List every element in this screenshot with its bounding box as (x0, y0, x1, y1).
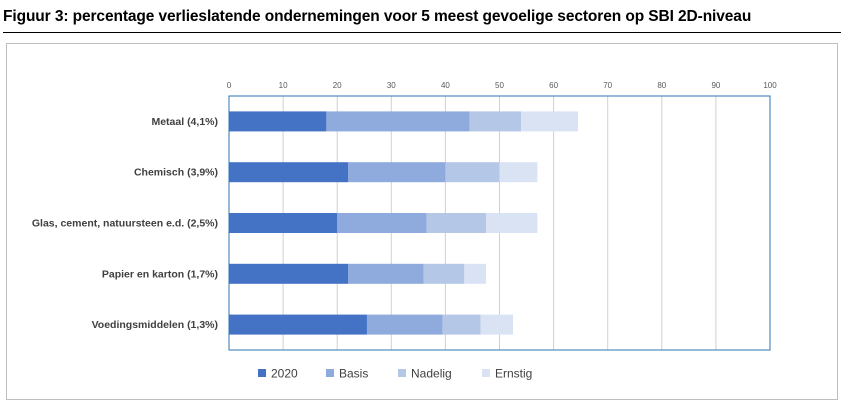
bar-2020-glas-cement-natuursteen-e-d-2-5 (229, 213, 338, 233)
category-labels: Metaal (4,1%) Chemisch (3,9%) Glas, cement… (32, 116, 218, 331)
legend-swatch (398, 369, 406, 377)
legend-swatch (258, 369, 266, 377)
category-label: Voedingsmiddelen (1,3%) (92, 319, 218, 331)
plot-area-border (228, 95, 771, 351)
bar-basis-chemisch-3-9 (348, 162, 446, 183)
x-axis-ticks: 0 10 20 30 40 50 60 70 80 90 100 (227, 81, 777, 90)
bar-nadelig-metaal-4-1 (469, 111, 522, 132)
bar-basis-glas-cement-natuursteen-e-d-2-5 (337, 213, 427, 233)
caption-divider (3, 32, 841, 33)
bar-nadelig-papier-en-karton-1-7 (423, 263, 465, 284)
bar-2020-chemisch-3-9 (229, 162, 349, 183)
x-tick-label: 70 (603, 81, 612, 90)
bar-nadelig-glas-cement-natuursteen-e-d-2-5 (426, 213, 486, 233)
bars (229, 111, 578, 335)
bar-2020-voedingsmiddelen-1-3 (229, 314, 367, 335)
bar-ernstig-glas-cement-natuursteen-e-d-2-5 (485, 213, 538, 233)
bar-ernstig-voedingsmiddelen-1-3 (480, 314, 514, 335)
legend-label: Nadelig (411, 367, 452, 381)
legend-item-nadelig: Nadelig (398, 367, 452, 381)
figure-caption: Figuur 3: percentage verlieslatende onde… (3, 8, 752, 25)
category-label: Glas, cement, natuursteen e.d. (2,5%) (32, 218, 218, 230)
bar-basis-metaal-4-1 (326, 111, 470, 132)
bar-nadelig-voedingsmiddelen-1-3 (442, 314, 481, 335)
bar-ernstig-metaal-4-1 (521, 111, 578, 132)
bar-ernstig-chemisch-3-9 (499, 162, 538, 183)
legend-swatch (326, 369, 334, 377)
category-label: Chemisch (3,9%) (134, 167, 218, 179)
legend-label: Basis (339, 367, 368, 381)
x-tick-label: 100 (763, 81, 777, 90)
bar-basis-papier-en-karton-1-7 (348, 263, 424, 284)
x-tick-label: 0 (227, 81, 232, 90)
x-tick-label: 60 (549, 81, 558, 90)
bar-2020-metaal-4-1 (229, 111, 327, 132)
x-tick-label: 20 (333, 81, 342, 90)
legend-item-basis: Basis (326, 367, 368, 381)
bar-ernstig-papier-en-karton-1-7 (464, 263, 486, 284)
x-tick-label: 40 (441, 81, 450, 90)
x-tick-label: 50 (495, 81, 504, 90)
legend-label: Ernstig (495, 367, 532, 381)
bar-nadelig-chemisch-3-9 (445, 162, 500, 183)
category-label: Papier en karton (1,7%) (102, 268, 218, 280)
legend-label: 2020 (271, 367, 298, 381)
legend-item-2020: 2020 (258, 367, 298, 381)
x-tick-label: 30 (387, 81, 396, 90)
legend-swatch (482, 369, 490, 377)
x-tick-label: 80 (657, 81, 666, 90)
legend: 2020 Basis Nadelig Ernstig (258, 367, 532, 381)
bar-2020-papier-en-karton-1-7 (229, 263, 349, 284)
x-tick-label: 90 (711, 81, 720, 90)
category-label: Metaal (4,1%) (151, 116, 218, 128)
legend-item-ernstig: Ernstig (482, 367, 532, 381)
bar-basis-voedingsmiddelen-1-3 (366, 314, 443, 335)
x-tick-label: 10 (279, 81, 288, 90)
